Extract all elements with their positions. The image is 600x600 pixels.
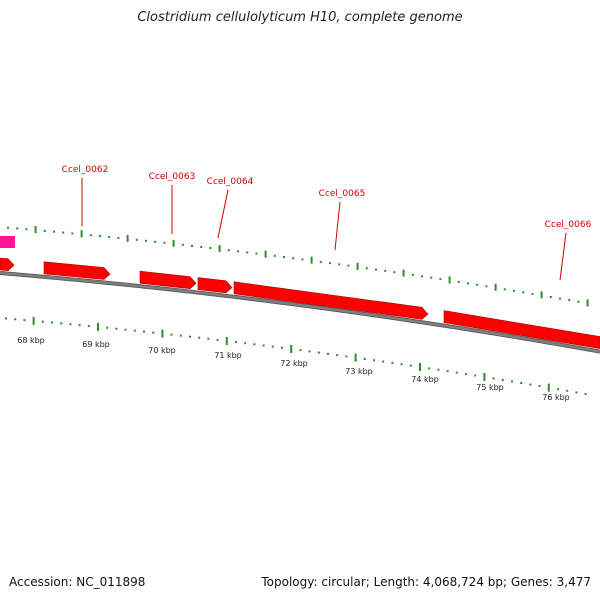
gene-label[interactable]: Ccel_0063 xyxy=(149,172,196,182)
gene-arrow-ccel-0066[interactable] xyxy=(443,310,600,349)
scale-label: 69 kbp xyxy=(82,340,110,349)
accession-text: Accession: NC_011898 xyxy=(9,575,146,589)
map-title: Clostridium cellulolyticum H10, complete… xyxy=(137,10,463,25)
gene-label[interactable]: Ccel_0064 xyxy=(207,177,254,187)
gene-label-leader xyxy=(334,201,341,251)
scale-label: 73 kbp xyxy=(345,367,373,376)
gene-arrow-other-strand[interactable] xyxy=(0,236,15,248)
gene-label[interactable]: Ccel_0065 xyxy=(319,189,366,199)
scale-label: 72 kbp xyxy=(280,359,308,368)
scale-label: 70 kbp xyxy=(148,346,176,355)
gene-label[interactable]: Ccel_0062 xyxy=(62,165,109,175)
scale-label: 71 kbp xyxy=(214,351,242,360)
gene-label-leader xyxy=(559,232,567,281)
scale-label: 74 kbp xyxy=(411,375,439,384)
gene-arrow-ccel-0064[interactable] xyxy=(197,277,233,294)
gene-arrow-ccel-0065[interactable] xyxy=(233,281,429,320)
gene-arrow-ccel-0063[interactable] xyxy=(139,270,197,290)
scale-label: 76 kbp xyxy=(542,393,570,402)
gene-arrow-prev[interactable] xyxy=(0,257,15,272)
scale-label: 75 kbp xyxy=(476,383,504,392)
genome-summary-text: Topology: circular; Length: 4,068,724 bp… xyxy=(261,575,591,589)
gene-label[interactable]: Ccel_0066 xyxy=(545,220,592,230)
scale-label: 68 kbp xyxy=(17,336,45,345)
backbone-line xyxy=(0,271,600,353)
gene-arrow-ccel-0062[interactable] xyxy=(43,261,111,280)
gene-label-leader xyxy=(217,189,229,239)
